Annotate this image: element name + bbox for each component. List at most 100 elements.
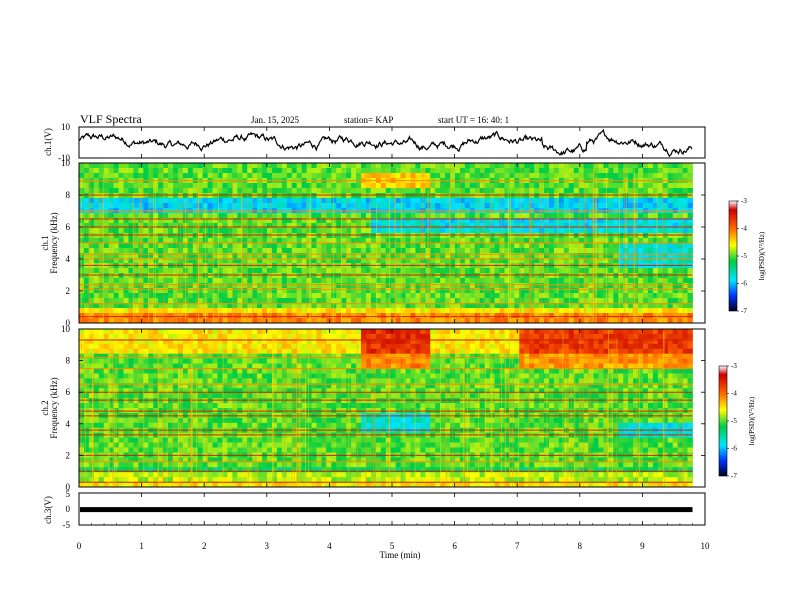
spectrogram-cell <box>583 238 589 244</box>
spectrogram-cell <box>237 288 243 294</box>
spectrogram-cell <box>108 163 115 169</box>
spectrogram-cell <box>549 183 555 189</box>
spectrogram-cell <box>380 258 387 264</box>
spectrogram-cell <box>672 318 679 323</box>
spectrogram-cell <box>207 228 213 234</box>
spectrogram-cell <box>301 308 307 314</box>
spectrogram-cell <box>445 303 451 309</box>
spectrogram-cell <box>316 258 322 264</box>
spectrogram-cell <box>93 233 100 239</box>
spectrogram-cell <box>524 318 530 323</box>
spectrogram-cell <box>79 329 85 335</box>
spectrogram-cell <box>682 188 688 194</box>
spectrogram-cell <box>192 253 199 259</box>
spectrogram-cell <box>435 173 441 179</box>
spectrogram-cell <box>207 188 213 194</box>
spectrogram-cell <box>103 243 110 249</box>
spectrogram-cell <box>222 313 228 319</box>
spectrogram-cell <box>563 273 570 279</box>
spectrogram-cell <box>603 303 609 309</box>
spectrogram-cell <box>187 188 194 194</box>
spectrogram-cell <box>365 223 372 229</box>
spectrogram-cell <box>207 163 213 169</box>
spectrogram-cell <box>192 198 199 204</box>
spectrogram-cell <box>504 283 510 289</box>
spectrogram-cell <box>479 213 486 219</box>
spectrogram-cell <box>153 168 159 174</box>
spectrogram-cell <box>336 218 342 224</box>
spectrogram-cell <box>638 183 644 189</box>
spectrogram-cell <box>113 223 119 229</box>
spectrogram-cell <box>657 233 664 239</box>
spectrogram-cell <box>271 303 278 309</box>
spectrogram-cell <box>296 238 303 244</box>
spectrogram-cell <box>544 218 550 224</box>
spectrogram-cell <box>212 298 218 304</box>
spectrogram-cell <box>544 278 550 284</box>
spectrogram-cell <box>138 417 144 424</box>
spectrogram-cell <box>88 223 95 229</box>
spectrogram-cell <box>173 288 179 294</box>
spectrogram-cell <box>672 288 679 294</box>
spectrogram-cell <box>153 198 159 204</box>
spectrogram-cell <box>430 258 436 264</box>
spectrogram-cell <box>361 283 367 289</box>
spectrogram-cell <box>573 213 580 219</box>
spectrogram-cell <box>83 378 90 384</box>
spectrogram-cell <box>197 348 204 355</box>
spectrogram-cell <box>123 338 129 345</box>
spectrogram-cell <box>113 268 119 274</box>
spectrogram-cell <box>158 363 164 369</box>
spectrogram-cell <box>237 213 243 219</box>
spectrogram-cell <box>232 218 238 224</box>
spectrogram-cell <box>450 298 456 304</box>
spectrogram-cell <box>202 477 209 483</box>
spectrogram-cell <box>168 183 174 189</box>
spectrogram-cell <box>356 218 362 224</box>
spectrogram-cell <box>267 228 273 234</box>
spectrogram-cell <box>143 168 149 174</box>
spectrogram-cell <box>390 288 397 294</box>
spectrogram-cell <box>440 173 446 179</box>
spectrogram-cell <box>247 223 253 229</box>
spectrogram-cell <box>494 318 500 323</box>
spectrogram-cell <box>321 173 327 179</box>
spectrogram-cell <box>168 268 174 274</box>
spectrogram-cell <box>583 283 589 289</box>
spectrogram-cell <box>464 223 471 229</box>
spectrogram-cell <box>375 268 382 274</box>
spectrogram-cell <box>138 238 144 244</box>
spectrogram-cell <box>83 308 90 314</box>
spectrogram-cell <box>182 417 189 424</box>
spectrogram-cell <box>133 273 139 279</box>
spectrogram-cell <box>469 283 476 289</box>
spectrogram-cell <box>321 203 327 209</box>
spectrogram-cell <box>405 188 411 194</box>
spectrogram-cell <box>168 193 174 199</box>
spectrogram-cell <box>103 417 110 424</box>
spectrogram-cell <box>657 203 664 209</box>
spectrogram-cell <box>83 388 90 394</box>
spectrogram-cell <box>499 258 505 264</box>
spectrogram-cell <box>643 253 649 259</box>
spectrogram-cell <box>158 383 164 389</box>
spectrogram-cell <box>173 183 179 189</box>
spectrogram-cell <box>504 188 510 194</box>
spectrogram-cell <box>227 228 233 234</box>
spectrogram-cell <box>173 233 179 239</box>
spectrogram-cell <box>524 223 530 229</box>
spectrogram-cell <box>301 198 307 204</box>
spectrogram-cell <box>321 288 327 294</box>
spectrogram-cell <box>613 243 619 249</box>
spectrogram-cell <box>128 462 134 468</box>
spectrogram-cell <box>247 288 253 294</box>
spectrogram-cell <box>494 288 500 294</box>
spectrogram-cell <box>445 173 451 179</box>
spectrogram-cell <box>598 228 604 234</box>
spectrogram-cell <box>375 238 382 244</box>
spectrogram-cell <box>410 193 416 199</box>
spectrogram-cell <box>504 298 510 304</box>
spectrogram-cell <box>133 482 139 487</box>
spectrogram-cell <box>93 442 100 448</box>
spectrogram-cell <box>316 248 322 254</box>
